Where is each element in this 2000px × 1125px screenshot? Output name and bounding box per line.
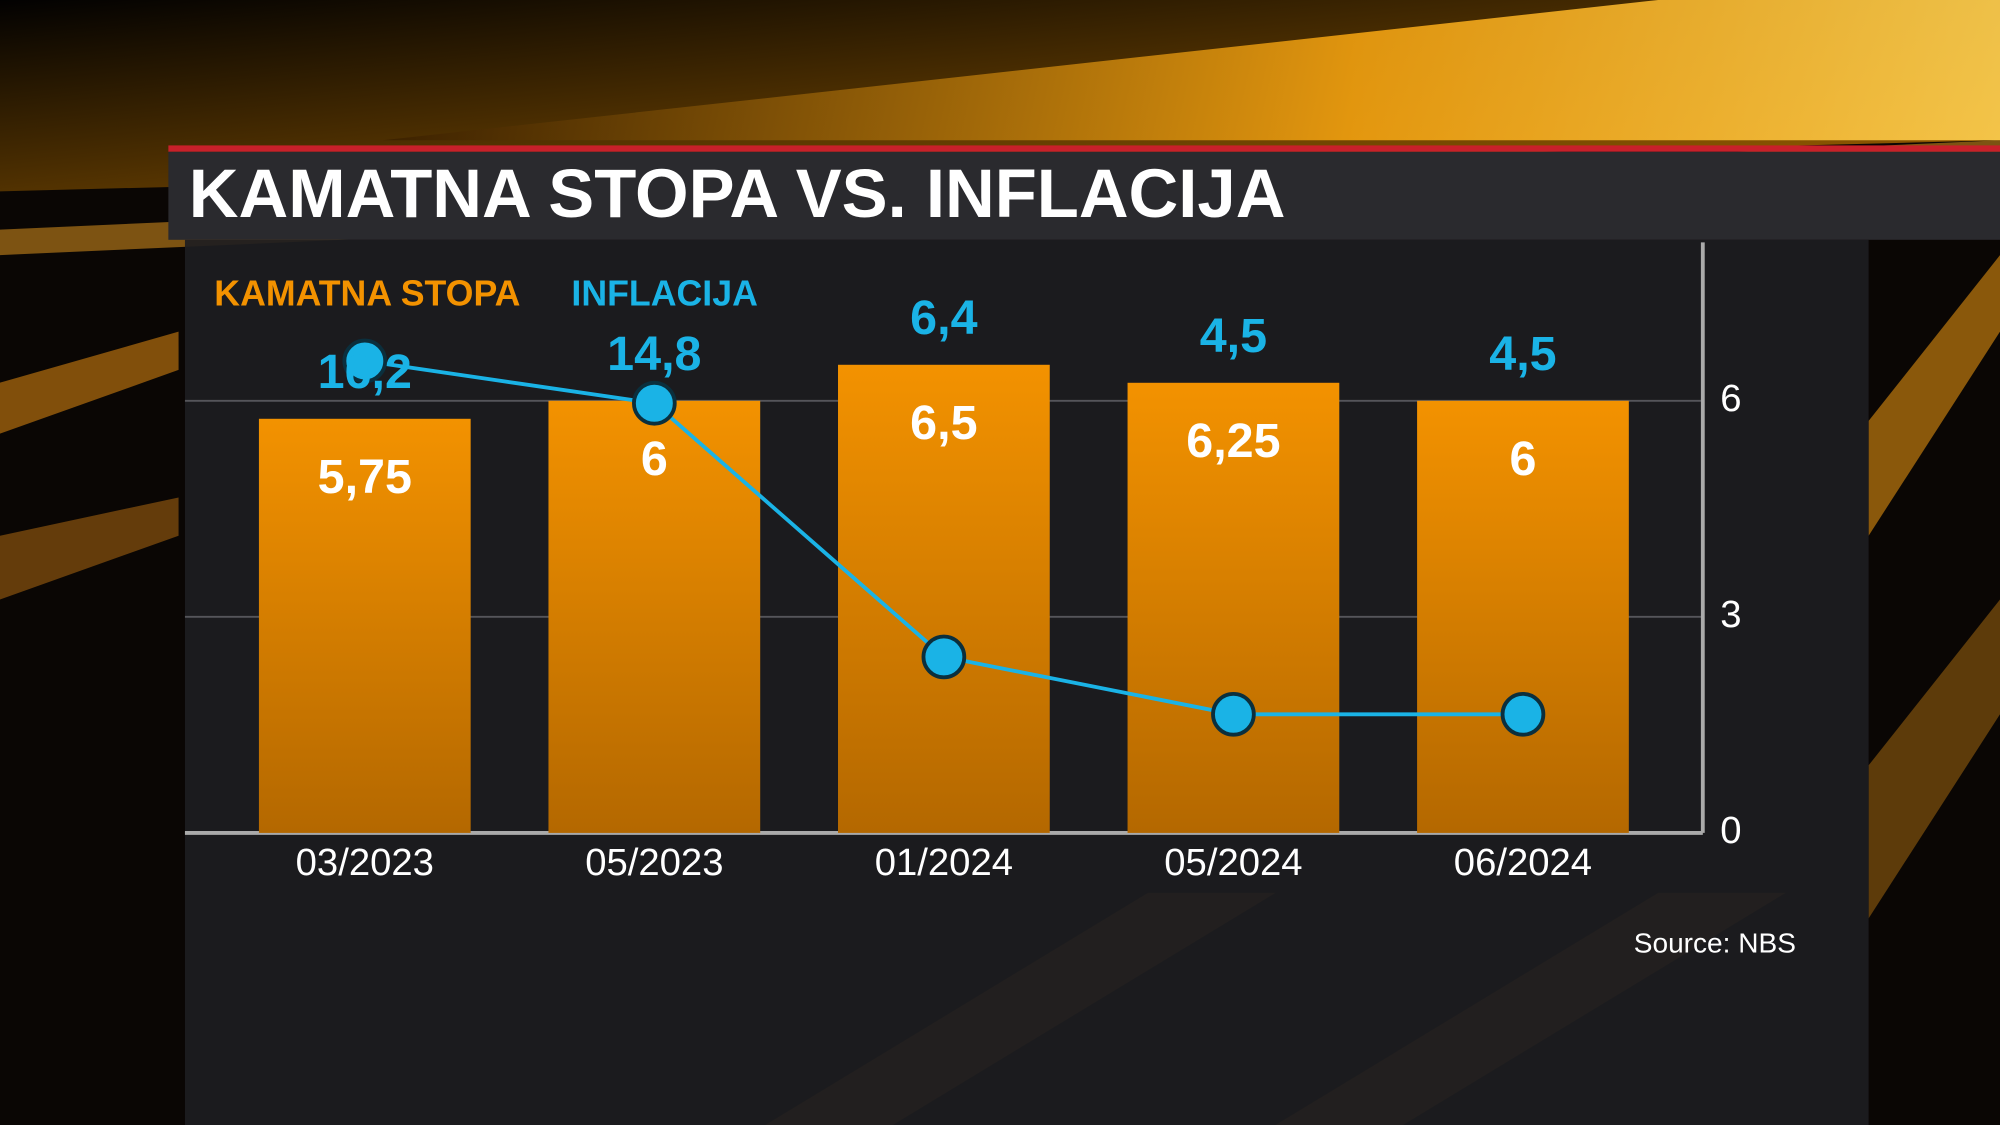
chart-title: KAMATNA STOPA VS. INFLACIJA (189, 155, 1286, 232)
line-value-label: 16,2 (318, 345, 412, 399)
legend-label: INFLACIJA (571, 273, 757, 313)
source: Source: NBS (1634, 928, 1796, 959)
legend-label: KAMATNA STOPA (214, 273, 520, 313)
title-bar (168, 151, 2000, 240)
y-tick-label: 6 (1720, 377, 1741, 420)
line-point (342, 338, 388, 384)
x-tick-label: 05/2024 (1164, 841, 1302, 884)
bar-value-label: 6,5 (910, 396, 977, 450)
x-tick-label: 06/2024 (1454, 841, 1592, 884)
line-value-label: 4,5 (1489, 327, 1556, 381)
line-point (1211, 691, 1256, 737)
bar (258, 418, 471, 833)
bar-value-label: 6 (1509, 432, 1536, 486)
bar-value-label: 6,25 (1186, 414, 1280, 468)
bar-value-label: 5,75 (318, 450, 412, 504)
line-point (632, 380, 677, 426)
y-tick-label: 3 (1720, 593, 1741, 636)
line-value-label: 6,4 (910, 291, 977, 345)
title-rule (168, 145, 2000, 152)
bar (548, 400, 761, 833)
x-tick-label: 03/2023 (296, 841, 434, 884)
bar-value-label: 6 (641, 432, 668, 486)
bar (1127, 382, 1340, 833)
line-point (921, 634, 967, 680)
x-tick-label: 01/2024 (875, 841, 1013, 884)
bar (838, 364, 1050, 833)
plot: 0 3 6 03/2023 05/2023 01/2024 05/2024 06/2024 5,… (184, 242, 1742, 884)
line-point (1500, 691, 1546, 737)
line-value-label: 14,8 (607, 327, 701, 381)
line-value-label: 4,5 (1200, 309, 1267, 363)
bar (1417, 400, 1629, 833)
x-tick-label: 05/2023 (585, 841, 723, 884)
y-tick-label: 0 (1720, 809, 1741, 852)
